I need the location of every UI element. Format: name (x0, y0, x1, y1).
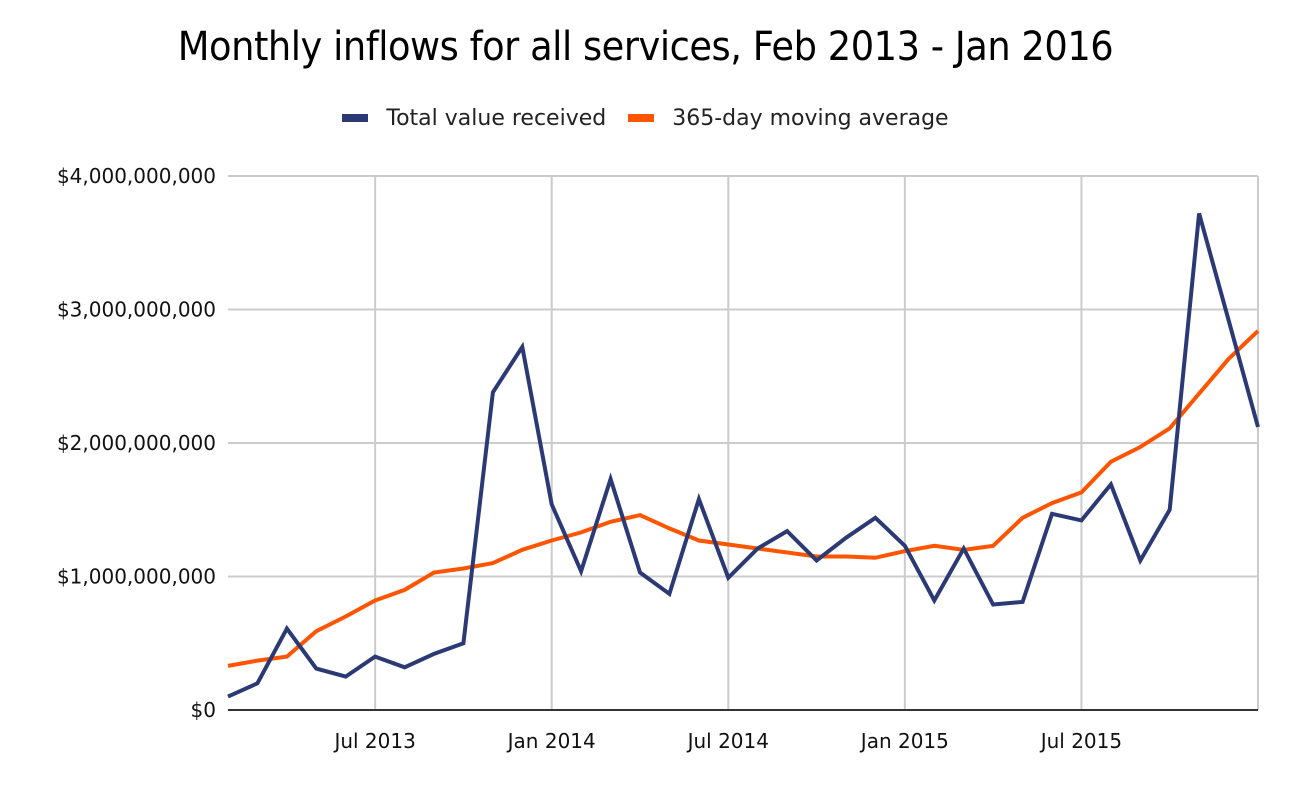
x-tick-label: Jul 2014 (686, 729, 769, 753)
series-line-total-value-received (227, 212, 1260, 699)
y-tick-label: $4,000,000,000 (57, 164, 216, 188)
legend: Total value received 365-day moving aver… (0, 104, 1291, 132)
chart-title: Monthly inflows for all services, Feb 20… (177, 24, 1114, 70)
x-tick-label: Jan 2014 (506, 729, 596, 753)
legend-label-total-value: Total value received (386, 105, 607, 131)
legend-label-moving-average: 365-day moving average (672, 105, 949, 131)
legend-item-moving-average[interactable]: 365-day moving average (628, 105, 949, 131)
x-axis-tick-labels: Jul 2013 Jan 2014 Jul 2014 Jan 2015 Jul 2015 (332, 729, 1122, 753)
series-line-365-day-moving-average (227, 329, 1260, 668)
y-tick-label: $2,000,000,000 (57, 431, 216, 455)
y-axis-tick-labels: $0 $1,000,000,000 $2,000,000,000 $3,000,000… (57, 164, 216, 722)
y-tick-label: $0 (191, 698, 216, 722)
x-tick-label: Jan 2015 (859, 729, 949, 753)
x-tick-label: Jul 2015 (1039, 729, 1122, 753)
y-tick-label: $3,000,000,000 (57, 298, 216, 322)
legend-swatch-moving-average (628, 114, 655, 122)
legend-item-total-value[interactable]: Total value received (342, 106, 606, 131)
series-lines (227, 212, 1260, 699)
vertical-gridlines (374, 176, 1259, 710)
x-tick-label: Jul 2013 (332, 729, 415, 753)
horizontal-gridlines (228, 175, 1258, 578)
legend-swatch-total-value (342, 114, 369, 122)
y-tick-label: $1,000,000,000 (57, 565, 216, 589)
